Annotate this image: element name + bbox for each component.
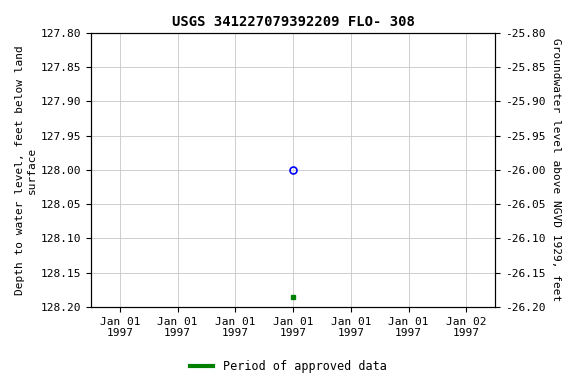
Y-axis label: Groundwater level above NGVD 1929, feet: Groundwater level above NGVD 1929, feet — [551, 38, 561, 301]
Y-axis label: Depth to water level, feet below land
surface: Depth to water level, feet below land su… — [15, 45, 37, 295]
Legend: Period of approved data: Period of approved data — [185, 356, 391, 378]
Title: USGS 341227079392209 FLO- 308: USGS 341227079392209 FLO- 308 — [172, 15, 415, 29]
